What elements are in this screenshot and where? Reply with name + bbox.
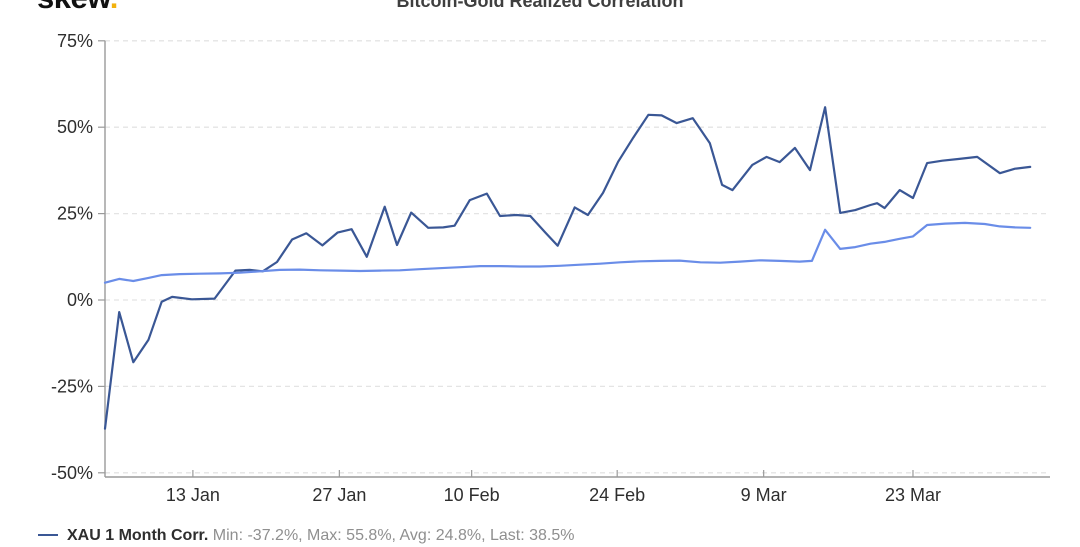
x-tick-label: 23 Mar xyxy=(885,485,941,505)
y-tick-label: 75% xyxy=(57,31,93,51)
gridlines xyxy=(105,40,1050,474)
legend-item-xau-1m[interactable]: XAU 1 Month Corr. Min: -37.2%, Max: 55.8… xyxy=(38,527,574,545)
x-tick-label: 13 Jan xyxy=(166,485,220,505)
y-tick-label: -50% xyxy=(51,463,93,483)
legend-series-label: XAU 1 Month Corr. xyxy=(67,527,209,544)
axes xyxy=(98,40,1050,478)
series-line-xau-1m xyxy=(103,106,1032,430)
y-tick-label: -25% xyxy=(51,376,93,396)
skew-logo[interactable]: skew. xyxy=(37,0,118,16)
y-axis-labels: 75% 50% 25% 0% -25% -50% xyxy=(51,31,93,483)
x-tick-label: 27 Jan xyxy=(312,485,366,505)
legend-line-swatch xyxy=(38,534,58,536)
skew-logo-dot: . xyxy=(110,0,119,15)
series-lines xyxy=(103,106,1032,430)
chart-title: Bitcoin-Gold Realized Correlation xyxy=(396,0,684,11)
legend-series-stats: Min: -37.2%, Max: 55.8%, Avg: 24.8%, Las… xyxy=(212,527,575,544)
y-tick-label: 0% xyxy=(67,290,93,310)
x-tick-label: 9 Mar xyxy=(741,485,787,505)
y-tick-label: 25% xyxy=(57,204,93,224)
x-tick-label: 10 Feb xyxy=(444,485,500,505)
skew-logo-text: skew xyxy=(37,0,110,15)
x-tick-label: 24 Feb xyxy=(589,485,645,505)
x-axis-labels: 13 Jan 27 Jan 10 Feb 24 Feb 9 Mar 23 Mar xyxy=(166,485,941,505)
y-tick-label: 50% xyxy=(57,117,93,137)
series-line-secondary xyxy=(103,221,1032,284)
